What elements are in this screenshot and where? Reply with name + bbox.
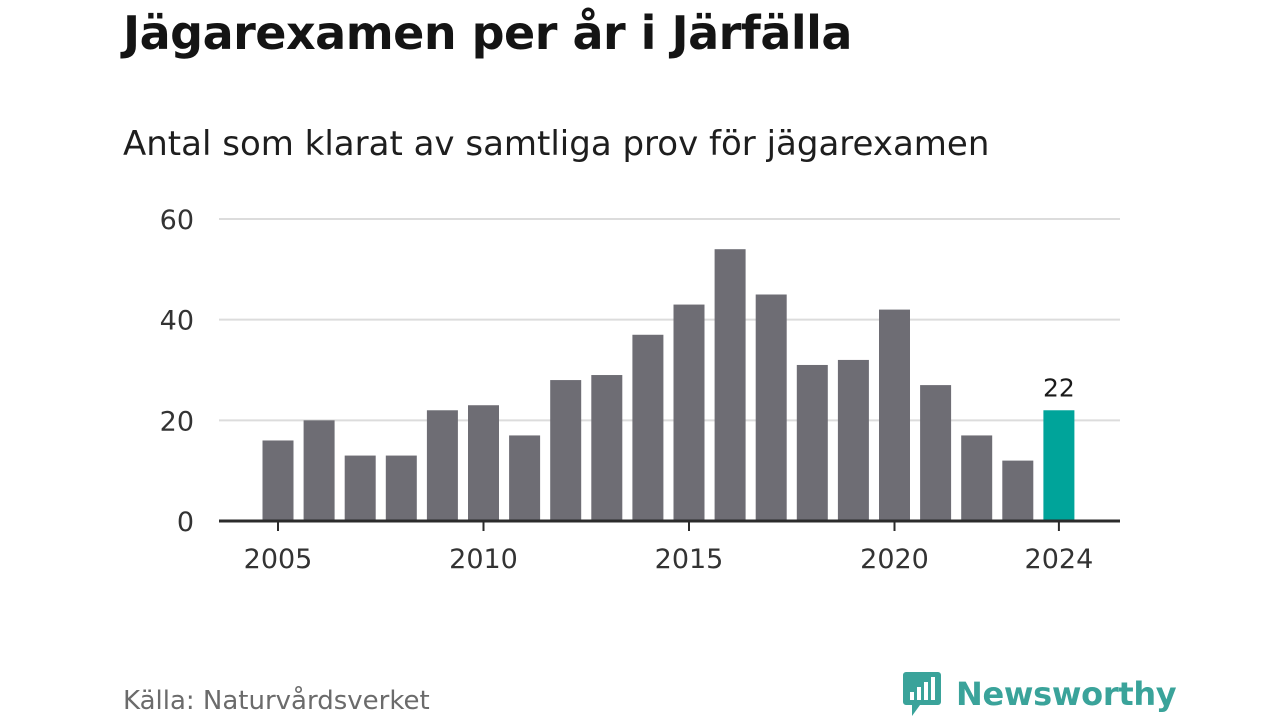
bar-2012 xyxy=(550,380,582,521)
bar-2021 xyxy=(920,385,952,521)
bar-2013 xyxy=(591,375,623,521)
bar-2005 xyxy=(262,440,294,521)
bar-2024 xyxy=(1043,410,1075,521)
bar-2023 xyxy=(1002,460,1034,521)
y-tick-label: 20 xyxy=(160,406,194,437)
bar-2022 xyxy=(961,435,993,521)
y-tick-label: 40 xyxy=(160,306,194,337)
newsworthy-logo-icon xyxy=(903,672,941,716)
bar-2016 xyxy=(714,249,746,521)
gridlines xyxy=(219,218,1120,422)
data-labels: 22 xyxy=(1043,373,1075,402)
bar-2007 xyxy=(344,455,376,521)
x-tick-label: 2015 xyxy=(655,544,724,575)
bar-2009 xyxy=(426,410,458,521)
x-tick-label: 2010 xyxy=(449,544,518,575)
bar-2011 xyxy=(509,435,541,521)
bar-2010 xyxy=(468,405,499,521)
brand-name: Newsworthy xyxy=(956,675,1177,713)
data-label-2024: 22 xyxy=(1043,373,1075,402)
chart-title: Jägarexamen per år i Järfälla xyxy=(123,6,852,60)
x-axis-ticks: 2005 2010 2015 2020 2024 xyxy=(244,521,1094,575)
x-tick-label: 2005 xyxy=(244,544,313,575)
bars xyxy=(262,249,1075,521)
bar-2015 xyxy=(673,304,705,521)
bar-2008 xyxy=(385,455,417,521)
bar-2019 xyxy=(837,359,869,521)
bar-2020 xyxy=(879,309,910,521)
bar-2014 xyxy=(632,334,664,521)
y-tick-label: 60 xyxy=(160,205,194,236)
brand-logo-group: Newsworthy xyxy=(902,670,1177,718)
source-note: Källa: Naturvårdsverket xyxy=(123,686,430,716)
y-axis-ticks: 0 20 40 60 xyxy=(160,205,194,538)
bar-2006 xyxy=(303,420,335,521)
chart-subtitle: Antal som klarat av samtliga prov för jä… xyxy=(123,124,990,164)
bar-2017 xyxy=(755,294,787,521)
x-tick-label: 2020 xyxy=(860,544,929,575)
bar-2018 xyxy=(796,364,828,521)
x-tick-label: 2024 xyxy=(1025,544,1094,575)
y-tick-label: 0 xyxy=(177,507,194,538)
